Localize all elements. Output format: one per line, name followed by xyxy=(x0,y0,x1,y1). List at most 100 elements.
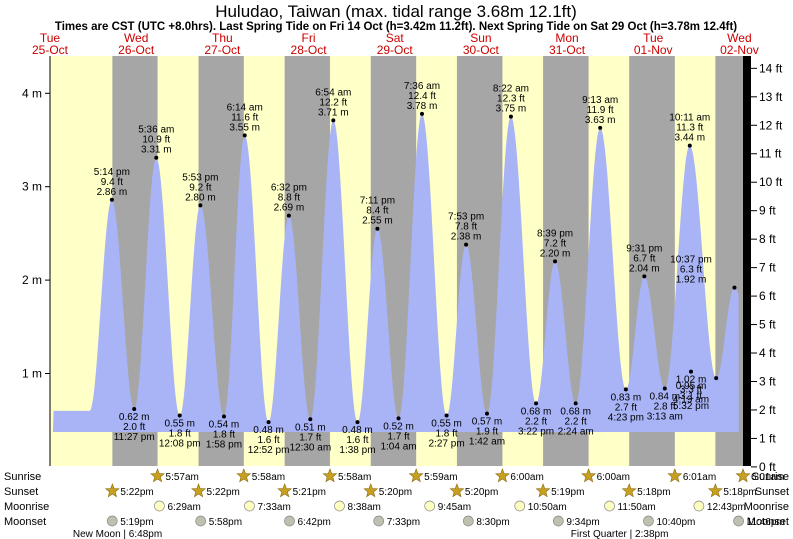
day-label-date: 28-Oct xyxy=(291,43,328,57)
high-tide-m: 3.78 m xyxy=(407,101,438,112)
low-tide-point xyxy=(355,420,360,425)
low-tide-m: 0.48 m xyxy=(342,425,373,436)
low-tide-point xyxy=(266,420,271,425)
sun-icon xyxy=(667,468,683,483)
high-tide-time: 7:11 pm xyxy=(360,196,395,207)
low-tide-m: 0.55 m xyxy=(164,419,195,430)
high-tide-ft: 10.9 ft xyxy=(142,135,170,146)
low-tide-time: 4:23 pm xyxy=(608,412,644,423)
high-tide-m: 3.71 m xyxy=(318,107,349,118)
low-tide-time: 11:27 pm xyxy=(114,432,155,443)
high-tide-time: 5:36 am xyxy=(138,125,174,136)
high-tide-time: 6:14 am xyxy=(227,102,263,113)
sun-icon xyxy=(494,468,510,483)
low-tide-ft: 1.6 ft xyxy=(346,435,368,446)
low-tide-ft: 1.7 ft xyxy=(299,432,321,443)
low-tide-ft: 1.9 ft xyxy=(476,427,498,438)
chart-subtitle: Times are CST (UTC +8.0hrs). Last Spring… xyxy=(55,21,737,33)
high-tide-ft: 7.8 ft xyxy=(455,222,477,233)
high-tide-m: 3.63 m xyxy=(585,115,616,126)
right-tick-label: 6 ft xyxy=(759,289,776,303)
moonrise-time: 11:50am xyxy=(618,502,656,513)
right-tick-label: 12 ft xyxy=(759,118,783,132)
day-label-date: 30-Oct xyxy=(463,43,500,57)
low-tide-time: 1:42 am xyxy=(469,437,505,448)
sun-time: 6:00am xyxy=(597,472,630,483)
low-tide-time: 2:27 pm xyxy=(429,439,465,450)
sun-time: 5:20pm xyxy=(465,487,498,498)
day-label-dow: Sun xyxy=(470,31,491,45)
low-tide-point xyxy=(623,387,628,392)
high-tide-m: 3.75 m xyxy=(496,104,527,115)
high-tide-ft: 8.8 ft xyxy=(278,193,300,204)
right-tick-label: 3 ft xyxy=(759,374,776,388)
low-tide-point xyxy=(308,417,313,422)
high-tide-m: 1.92 m xyxy=(676,275,707,286)
moonrise-time: 10:50am xyxy=(528,502,567,513)
moonset-time: 5:19pm xyxy=(120,517,153,528)
high-tide-point xyxy=(508,114,513,119)
day-label-date: 02-Nov xyxy=(720,43,759,57)
tide-curve xyxy=(52,114,739,432)
day-label-dow: Wed xyxy=(727,31,751,45)
row-label-sunrise-right: Sunrise xyxy=(752,471,789,483)
left-tick-label: 3 m xyxy=(22,180,42,194)
sun-icon xyxy=(322,468,338,483)
left-tick-label: 4 m xyxy=(22,86,42,100)
sun-time: 5:22pm xyxy=(207,487,240,498)
high-tide-ft: 9.2 ft xyxy=(189,182,211,193)
low-tide-time: 1:38 pm xyxy=(339,445,375,456)
sun-icon xyxy=(150,468,166,483)
low-tide-ft: 2.0 ft xyxy=(123,422,145,433)
high-tide-m: 2.04 m xyxy=(629,263,660,274)
low-tide-point xyxy=(689,369,693,374)
high-tide-ft: 9.4 ft xyxy=(101,177,123,188)
right-tick-label: 14 ft xyxy=(759,61,783,75)
low-tide-m: 0.68 m xyxy=(560,406,591,417)
sun-icon xyxy=(104,483,120,498)
moon-icon xyxy=(604,500,615,512)
sun-time: 5:22pm xyxy=(120,487,153,498)
high-tide-time: 10:37 pm xyxy=(670,255,712,266)
row-label-moonset-right: Moonset xyxy=(747,516,789,528)
moonrise-time: 7:33am xyxy=(257,502,290,513)
moonset-time: 8:30pm xyxy=(476,517,509,528)
high-tide-time: 7:36 am xyxy=(404,81,440,92)
day-label-date: 31-Oct xyxy=(549,43,586,57)
sun-icon xyxy=(621,483,637,498)
low-tide-point xyxy=(714,376,719,381)
high-tide-m: 2.55 m xyxy=(362,216,393,227)
low-tide-point xyxy=(444,413,449,418)
high-tide-ft: 12.3 ft xyxy=(497,94,525,105)
high-tide-time: 5:53 pm xyxy=(182,172,218,183)
moon-icon xyxy=(284,515,295,527)
day-label-dow: Thu xyxy=(212,31,233,45)
low-tide-m: 0.68 m xyxy=(521,406,552,417)
sun-time: 6:00am xyxy=(510,472,543,483)
sun-time: 5:18pm xyxy=(637,487,670,498)
high-tide-ft: 12.2 ft xyxy=(319,97,347,108)
high-tide-time: 9:13 am xyxy=(582,95,618,106)
high-tide-point xyxy=(419,111,424,116)
low-tide-point xyxy=(484,411,489,416)
low-tide-time: 12:52 pm xyxy=(248,445,290,456)
row-label-moonrise: Moonrise xyxy=(4,501,49,513)
high-tide-time: 8:39 pm xyxy=(537,228,573,239)
high-tide-m: 2.38 m xyxy=(451,232,482,243)
day-label-dow: Sat xyxy=(386,31,405,45)
sun-time: 5:18pm xyxy=(723,487,756,498)
moonrise-time: 6:29am xyxy=(167,502,200,513)
day-label-date: 29-Oct xyxy=(377,43,414,57)
low-tide-m: 0.95 m xyxy=(676,381,707,392)
day-label-dow: Mon xyxy=(555,31,578,45)
sun-time: 5:19pm xyxy=(551,487,584,498)
sun-icon xyxy=(581,468,597,483)
high-tide-ft: 6.7 ft xyxy=(633,253,655,264)
high-tide-m: 3.55 m xyxy=(229,122,260,133)
day-labels: Tue25-OctWed26-OctThu27-OctFri28-OctSat2… xyxy=(32,31,759,57)
right-tick-label: 0 ft xyxy=(759,460,776,474)
high-tide-point xyxy=(642,274,647,279)
right-tick-label: 13 ft xyxy=(759,90,783,104)
high-tide-m: 3.44 m xyxy=(674,133,705,144)
